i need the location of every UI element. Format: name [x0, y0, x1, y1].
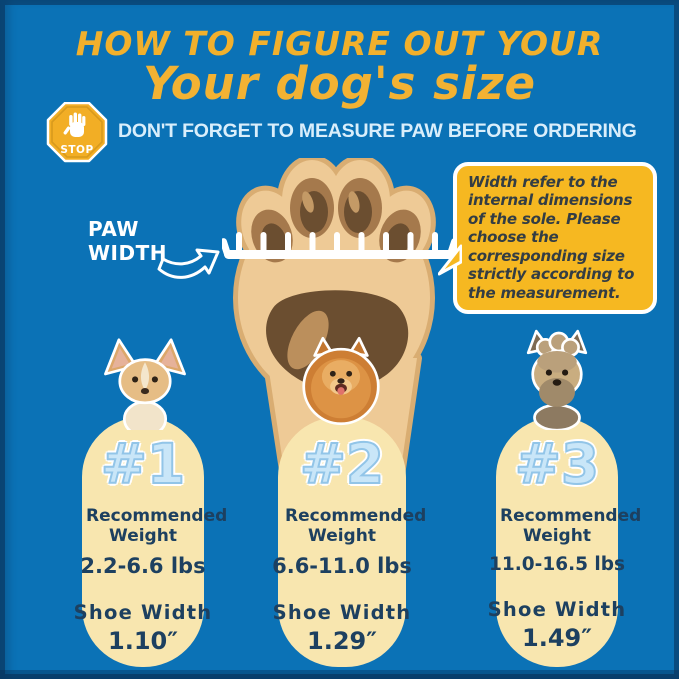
size-card-3: #3 Recommended Weight 11.0-16.5 lbs Shoe… — [488, 417, 642, 667]
recommended-weight-label: Recommended Weight — [285, 506, 427, 547]
stop-sign-label: STOP — [60, 144, 93, 156]
shoe-width-value: 1.10″ — [108, 627, 178, 656]
shoe-width-label: Shoe Width — [73, 601, 213, 625]
size-rank: #1 — [100, 432, 186, 496]
size-card-1: #1 Recommended Weight 2.2-6.6 lbs Shoe W… — [74, 417, 228, 667]
weight-range: 2.2-6.6 lbs — [80, 554, 206, 579]
page-title-line2: Your dog's size — [142, 57, 537, 110]
shoe-width-value: 1.49″ — [522, 624, 592, 653]
measurement-note-bubble: Width refer to the internal dimensions o… — [438, 162, 657, 315]
paw-width-label: PAW WIDTH — [88, 217, 167, 265]
paw-width-label-line1: PAW — [88, 217, 139, 241]
hand-icon — [63, 112, 86, 137]
weight-range: 11.0-16.5 lbs — [489, 554, 626, 576]
shoe-width-label: Shoe Width — [487, 598, 627, 622]
page-title-line1: HOW TO FIGURE OUT YOUR — [75, 24, 604, 63]
bubble-tail — [438, 244, 462, 276]
curved-arrow-icon — [157, 248, 220, 279]
yorkshire-terrier-photo — [526, 329, 588, 430]
pomeranian-photo — [302, 336, 380, 426]
shoe-width-label: Shoe Width — [272, 601, 412, 625]
paw-width-label-line2: WIDTH — [88, 240, 167, 265]
shoe-width-value: 1.29″ — [307, 627, 377, 656]
warning-message: DON'T FORGET TO MEASURE PAW BEFORE ORDER… — [118, 120, 637, 142]
chihuahua-photo — [104, 338, 186, 430]
stop-sign-icon: STOP — [46, 102, 108, 163]
weight-range: 6.6-11.0 lbs — [272, 554, 412, 579]
recommended-weight-label: Recommended Weight — [500, 506, 642, 547]
recommended-weight-label: Recommended Weight — [86, 506, 228, 547]
paw-width-ruler-icon — [222, 232, 456, 259]
size-rank: #2 — [299, 432, 385, 496]
measurement-note-text: Width refer to the internal dimensions o… — [468, 173, 635, 302]
size-card-2: #2 Recommended Weight 6.6-11.0 lbs Shoe … — [272, 417, 427, 667]
size-rank: #3 — [514, 432, 600, 496]
